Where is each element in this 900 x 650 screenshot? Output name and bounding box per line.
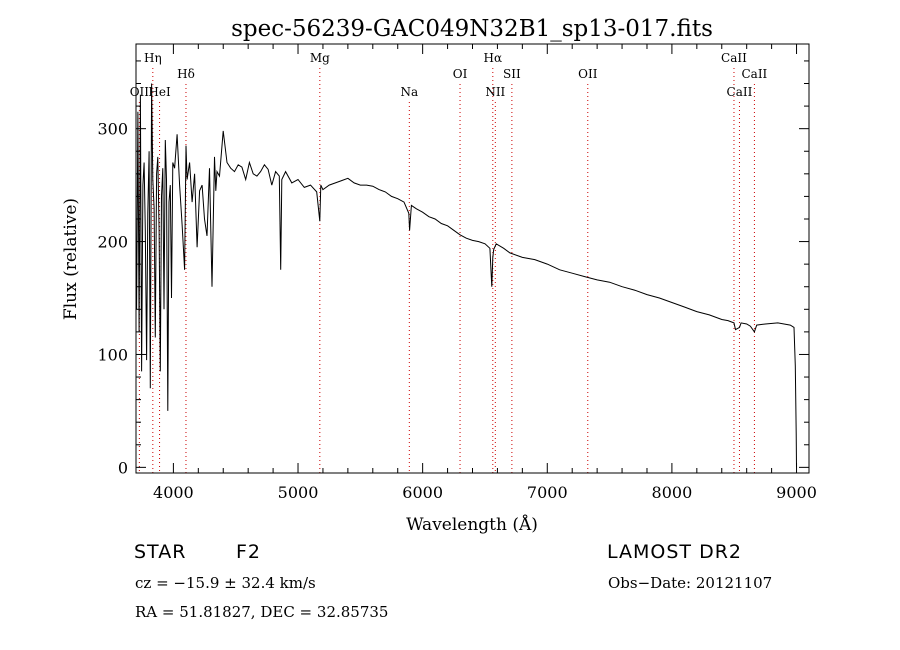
spectral-line-label: Hα	[484, 51, 503, 65]
axis-ticks-group: 4000 5000 6000 7000 8000 9000 0 100 200 300	[97, 44, 817, 502]
spectral-line-label: HeI	[148, 85, 171, 99]
spectral-line-label: CaII	[727, 85, 753, 99]
spectral-line-label: SII	[503, 67, 521, 81]
y-tick-label: 200	[97, 233, 128, 252]
y-tick-label: 100	[97, 345, 128, 364]
plot-frame	[135, 43, 810, 474]
survey-release: LAMOST DR2	[607, 541, 742, 563]
spectral-line-label: Hδ	[177, 67, 195, 81]
spectrum-line	[136, 83, 797, 468]
redshift-text: cz = −15.9 ± 32.4 km/s	[135, 574, 316, 592]
x-tick-label: 6000	[402, 483, 443, 502]
x-axis-label: Wavelength (Å)	[406, 514, 538, 535]
x-tick-label: 8000	[652, 483, 693, 502]
spectral-line-label: NII	[485, 85, 505, 99]
x-tick-label: 5000	[278, 483, 319, 502]
y-tick-label: 300	[97, 120, 128, 139]
x-tick-label: 7000	[527, 483, 568, 502]
y-tick-label: 0	[118, 458, 128, 477]
chart-title: spec-56239-GAC049N32B1_sp13-017.fits	[231, 16, 713, 42]
spectral-line-label: Na	[400, 85, 418, 99]
subclass: F2	[236, 541, 262, 563]
line-markers-group: OII Hη HeI Hδ Mg Na OI Hα NII SII OII CaII CaII CaII	[130, 51, 768, 473]
spectral-line-label: OII	[578, 67, 598, 81]
y-axis-label: Flux (relative)	[61, 198, 81, 320]
x-tick-label: 4000	[153, 483, 194, 502]
spectral-line-label: CaII	[741, 67, 767, 81]
spectral-line-label: OII	[130, 85, 150, 99]
spectral-line-label: OI	[453, 67, 468, 81]
spectral-line-label: Hη	[144, 51, 162, 65]
object-type: STAR	[134, 541, 187, 563]
obs-date-text: Obs−Date: 20121107	[608, 574, 773, 592]
spectral-line-label: CaII	[721, 51, 747, 65]
coordinates-text: RA = 51.81827, DEC = 32.85735	[135, 603, 389, 621]
spectral-line-label: Mg	[310, 51, 330, 65]
x-tick-label: 9000	[776, 483, 817, 502]
